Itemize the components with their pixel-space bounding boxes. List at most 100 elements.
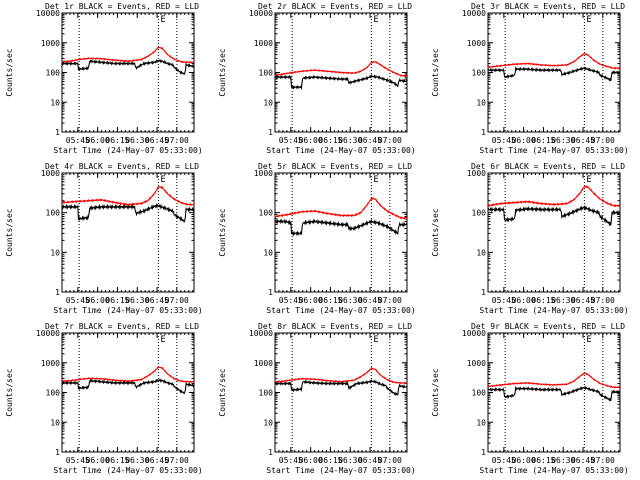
y-tick-label: 100 (46, 209, 61, 218)
y-axis-label: Counts/sec (5, 48, 14, 96)
plot-frame (274, 332, 408, 453)
panel-det-9r: Det 9r BLACK = Events, RED = LLD 1 10 100 10… (431, 322, 629, 475)
x-tick-label: 06:00 (299, 456, 323, 465)
panel-det-2r: Det 2r BLACK = Events, RED = LLD 1 10 100 10… (218, 2, 416, 155)
series-lld (61, 185, 195, 207)
x-tick-label: 06:45 (358, 296, 382, 305)
x-tick-label: 06:15 (531, 296, 555, 305)
y-tick-label: 10 (476, 98, 486, 107)
x-tick-label: 05:45 (492, 456, 516, 465)
panel-det-6r: Det 6r BLACK = Events, RED = LLD 1 10 100 10… (431, 162, 629, 315)
y-tick-label: 1 (268, 448, 273, 457)
x-tick-label: 07:00 (591, 456, 615, 465)
x-tick-label: 07:00 (165, 296, 189, 305)
series-lld (274, 366, 408, 385)
x-tick-label: 06:00 (86, 296, 110, 305)
x-tick-label: 05:45 (492, 136, 516, 145)
x-axis-label: Start Time (24-May-07 05:33:00) (479, 146, 628, 155)
y-tick-label: 100 (472, 389, 487, 398)
y-tick-label: 100 (46, 69, 61, 78)
y-tick-label: 10000 (36, 329, 60, 338)
x-tick-label: 06:45 (358, 456, 382, 465)
y-tick-label: 10000 (462, 9, 486, 18)
series-lld (61, 46, 195, 64)
x-tick-label: 06:00 (512, 456, 536, 465)
panel-title: Det 5r BLACK = Events, RED = LLD (258, 162, 412, 171)
x-tick-label: 06:15 (318, 136, 342, 145)
y-tick-label: 10 (263, 418, 273, 427)
series-events (274, 218, 408, 237)
x-tick-label: 06:45 (571, 136, 595, 145)
x-tick-label: 06:45 (571, 296, 595, 305)
x-tick-label: 06:00 (299, 136, 323, 145)
series-lld (274, 60, 408, 78)
marker-glyph: E (373, 15, 378, 25)
y-tick-label: 1000 (254, 359, 273, 368)
plot-frame (487, 172, 621, 293)
x-tick-label: 06:30 (551, 136, 575, 145)
series-events (61, 202, 195, 224)
y-axis-label: Counts/sec (431, 48, 440, 96)
x-tick-label: 06:15 (105, 456, 129, 465)
x-tick-label: 05:45 (279, 136, 303, 145)
panel-title: Det 2r BLACK = Events, RED = LLD (258, 2, 412, 11)
marker-glyph: E (160, 175, 165, 185)
x-axis-label: Start Time (24-May-07 05:33:00) (53, 306, 202, 315)
series-lld (487, 185, 621, 208)
x-tick-label: 05:45 (492, 296, 516, 305)
y-tick-label: 100 (259, 69, 274, 78)
x-tick-label: 06:15 (531, 136, 555, 145)
y-axis-label: Counts/sec (218, 208, 227, 256)
x-tick-label: 06:30 (551, 456, 575, 465)
y-tick-label: 10 (476, 248, 486, 257)
y-tick-label: 100 (46, 389, 61, 398)
x-tick-label: 05:45 (66, 136, 90, 145)
y-tick-label: 1000 (467, 169, 486, 178)
series-events (61, 378, 195, 395)
panel-title: Det 3r BLACK = Events, RED = LLD (471, 2, 625, 11)
y-tick-label: 1 (55, 128, 60, 137)
panel-title: Det 7r BLACK = Events, RED = LLD (45, 322, 199, 331)
plot-frame (61, 12, 195, 133)
y-axis-label: Counts/sec (218, 368, 227, 416)
y-tick-label: 10000 (36, 9, 60, 18)
x-axis-label: Start Time (24-May-07 05:33:00) (479, 306, 628, 315)
marker-glyph: E (586, 175, 591, 185)
y-tick-label: 10000 (462, 329, 486, 338)
series-events (487, 204, 621, 227)
x-tick-label: 05:45 (66, 296, 90, 305)
x-tick-label: 07:00 (378, 456, 402, 465)
y-tick-label: 1000 (41, 169, 60, 178)
x-tick-label: 06:15 (318, 456, 342, 465)
x-axis-label: Start Time (24-May-07 05:33:00) (479, 466, 628, 475)
series-lld (61, 366, 195, 384)
marker-glyph: E (373, 175, 378, 185)
x-axis-label: Start Time (24-May-07 05:33:00) (266, 466, 415, 475)
y-tick-label: 10 (263, 98, 273, 107)
x-tick-label: 06:45 (145, 296, 169, 305)
x-tick-label: 06:15 (105, 136, 129, 145)
y-tick-label: 1 (55, 288, 60, 297)
series-lld (274, 196, 408, 220)
marker-glyph: E (373, 335, 378, 345)
plot-frame (487, 332, 621, 453)
x-tick-label: 07:00 (378, 296, 402, 305)
x-tick-label: 06:00 (86, 136, 110, 145)
series-events (487, 66, 621, 82)
panel-det-8r: Det 8r BLACK = Events, RED = LLD 1 10 100 10… (218, 322, 416, 475)
x-tick-label: 05:45 (66, 456, 90, 465)
panel-title: Det 8r BLACK = Events, RED = LLD (258, 322, 412, 331)
marker-glyph: E (160, 15, 165, 25)
plot-frame (61, 332, 195, 453)
y-tick-label: 1 (481, 448, 486, 457)
x-tick-label: 06:30 (338, 456, 362, 465)
y-tick-label: 10 (263, 248, 273, 257)
y-tick-label: 10 (50, 98, 60, 107)
y-tick-label: 1 (268, 128, 273, 137)
x-tick-label: 06:00 (86, 456, 110, 465)
y-axis-label: Counts/sec (431, 368, 440, 416)
marker-glyph: E (586, 15, 591, 25)
y-axis-label: Counts/sec (5, 368, 14, 416)
x-tick-label: 07:00 (591, 136, 615, 145)
x-tick-label: 06:30 (125, 136, 149, 145)
